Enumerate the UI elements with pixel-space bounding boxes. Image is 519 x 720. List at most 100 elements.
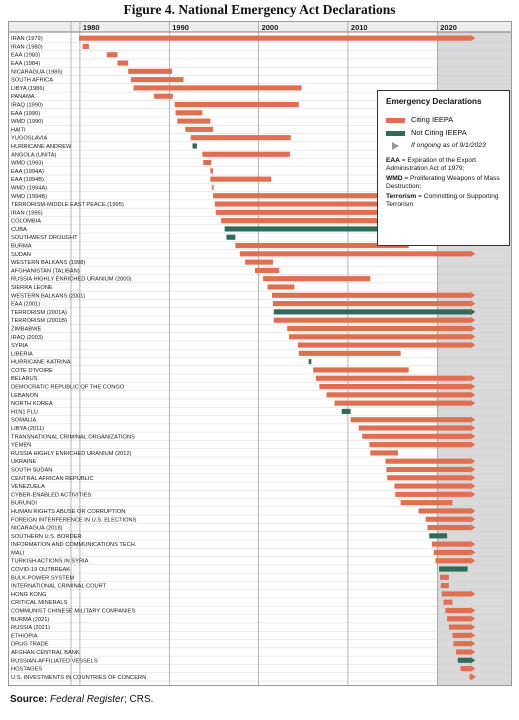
- bar-citing: [326, 392, 471, 398]
- ongoing-arrow-icon: [470, 424, 476, 432]
- legend-item-citing: Citing IEEPA: [386, 115, 453, 125]
- bar-citing: [298, 350, 401, 356]
- row-label: WMD (1994B): [11, 194, 47, 200]
- ongoing-arrow-icon: [470, 466, 476, 473]
- bar-citing: [239, 251, 471, 257]
- row-label: TERRORISM (2001B): [11, 318, 67, 324]
- row-label: WMD (1990): [11, 119, 43, 125]
- row-label: EAA (1990): [11, 111, 40, 117]
- row-label: PANAMA: [11, 94, 35, 100]
- row-label: IRAN (1995): [11, 210, 43, 216]
- ongoing-arrow-icon: [470, 640, 476, 648]
- legend-definitions: EAA = Expiration of the Export Administr…: [386, 157, 506, 211]
- bar-not-citing: [224, 226, 471, 232]
- ongoing-arrow-icon: [470, 416, 476, 424]
- ongoing-arrow-icon: [470, 341, 476, 349]
- ongoing-arrow-icon: [470, 540, 476, 548]
- bar-citing: [185, 126, 214, 132]
- row-label: AFGHAN CENTRAL BANK: [11, 650, 80, 656]
- bar-citing: [452, 632, 471, 638]
- row-label: HONG KONG: [11, 592, 46, 598]
- bar-citing: [154, 93, 173, 99]
- row-label: HUMAN RIGHTS ABUSE OR CORRUPTION: [11, 509, 125, 515]
- row-label: HOSTAGES: [11, 667, 42, 673]
- tick-label-1980: 1980: [83, 23, 100, 32]
- row-label: COTE D'IVOIRE: [11, 368, 53, 374]
- ongoing-arrow-icon: [470, 250, 476, 258]
- def-terror-term: Terrorism: [386, 193, 417, 201]
- row-label: CYBER-ENABLED ACTIVITIES: [11, 492, 91, 498]
- legend-title: Emergency Declarations: [386, 97, 482, 106]
- bar-citing: [435, 558, 471, 564]
- legend-label-ongoing: If ongoing as of 9/1/2023: [411, 141, 486, 149]
- row-label: WESTERN BALKANS (2001): [11, 293, 85, 299]
- bar-citing: [214, 201, 436, 207]
- bar-citing: [369, 442, 471, 448]
- row-label: IRAN (1980): [11, 44, 43, 50]
- row-label: TRANSNATIONAL CRIMINAL ORGANIZATIONS: [11, 434, 135, 440]
- ongoing-arrow-icon: [470, 457, 476, 465]
- figure-title: Figure 4. National Emergency Act Declara…: [123, 2, 396, 17]
- row-label: LIBYA (2011): [11, 426, 44, 432]
- ongoing-arrow-icon: [470, 632, 476, 639]
- bar-citing: [79, 35, 471, 41]
- row-label: HURRICANE ANDREW: [11, 144, 72, 150]
- bar-citing: [425, 516, 471, 522]
- row-label: SIERRA LEONE: [11, 285, 53, 291]
- def-wmd-term: WMD: [386, 175, 403, 183]
- chart-frame: 1980 1990 2000 2010 2020 IRAN (1979) IRAN (198…: [8, 21, 512, 686]
- ongoing-arrow-icon: [470, 441, 476, 448]
- bar-citing: [447, 616, 471, 622]
- row-label: SOUTH AFRICA: [11, 78, 53, 84]
- bar-citing: [202, 151, 290, 157]
- row-label: BURMA: [11, 244, 32, 250]
- ongoing-arrow-icon: [470, 34, 476, 42]
- row-label: FOREIGN INTERFERENCE IN U.S. ELECTIONS: [11, 517, 137, 523]
- bar-citing: [334, 400, 471, 406]
- ongoing-arrow-icon: [470, 374, 476, 382]
- bar-citing: [128, 68, 172, 74]
- row-label: EAA (1994B): [11, 177, 44, 183]
- bar-not-citing: [273, 309, 471, 315]
- ongoing-arrow-icon: [470, 474, 476, 482]
- row-label: SYRIA: [11, 343, 28, 349]
- legend-label-not-citing: Not Citing IEEPA: [411, 128, 467, 138]
- row-label: YEMEN: [11, 443, 31, 449]
- row-label: CENTRAL AFRICAN REPUBLIC: [11, 476, 94, 482]
- bar-citing: [456, 649, 471, 655]
- bar-citing: [394, 483, 471, 489]
- row-label: NICARAGUA (2018): [11, 526, 63, 532]
- legend-swatch-not-citing: [386, 130, 405, 136]
- bar-citing: [313, 367, 409, 373]
- bar-citing: [255, 267, 280, 273]
- ongoing-arrow-icon: [470, 557, 476, 565]
- row-label: CRITICAL MINERALS: [11, 600, 68, 606]
- ongoing-arrow-icon: [470, 333, 476, 341]
- source-note: Source: Federal Register; CRS.: [10, 694, 153, 705]
- ongoing-arrow-icon: [470, 623, 476, 631]
- row-label: BURUNDI: [11, 501, 37, 507]
- row-label: IRAN (1979): [11, 36, 43, 42]
- bar-citing: [362, 433, 471, 439]
- bar-citing: [221, 218, 471, 224]
- legend-item-not-citing: Not Citing IEEPA: [386, 128, 467, 138]
- ongoing-arrow-icon: [470, 391, 476, 399]
- bar-citing: [385, 458, 471, 464]
- bar-not-citing: [308, 359, 312, 365]
- bar-citing: [117, 60, 129, 66]
- bar-citing: [288, 334, 471, 340]
- bar-citing: [469, 674, 471, 680]
- row-label: LEBANON: [11, 393, 38, 399]
- bar-citing: [350, 417, 471, 423]
- bar-citing: [427, 524, 471, 531]
- ongoing-arrow-icon: [470, 432, 476, 440]
- ongoing-arrow-icon: [470, 490, 476, 498]
- bar-citing: [297, 342, 471, 348]
- bar-citing: [263, 276, 371, 282]
- row-label: WMD (1993): [11, 161, 43, 167]
- ongoing-arrow-icon: [470, 590, 476, 598]
- ongoing-arrow-icon: [470, 383, 476, 390]
- bar-citing: [272, 301, 471, 307]
- row-label: COVID-19 OUTBREAK: [11, 567, 70, 573]
- bar-citing: [245, 259, 273, 265]
